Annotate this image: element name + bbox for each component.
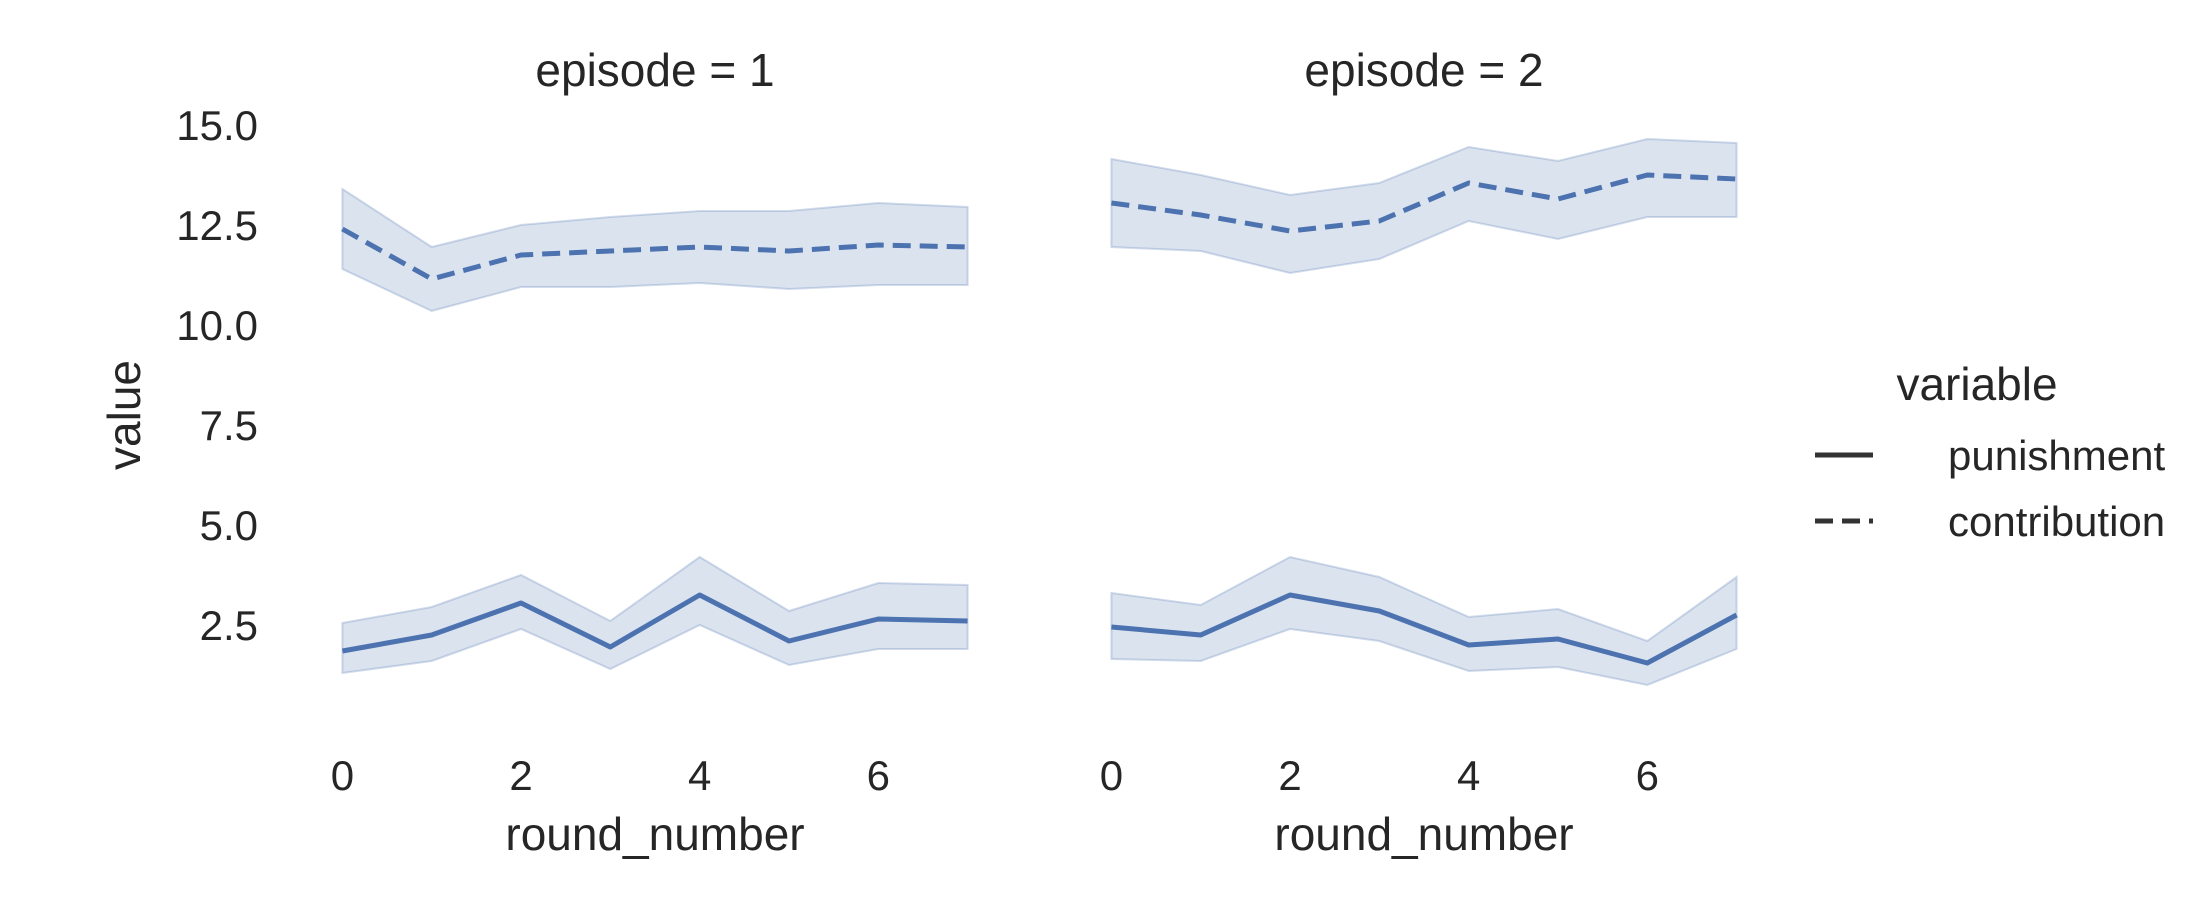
y-axis-label: value xyxy=(98,360,150,470)
facet-title: episode = 2 xyxy=(1304,44,1543,96)
y-axis: 2.5 5.0 7.5 10.0 12.5 15.0 xyxy=(176,102,258,649)
series-line-punishment xyxy=(341,592,968,654)
facet-1: episode = 1 0 2 4 6 round_number xyxy=(331,44,969,860)
facet-title: episode = 1 xyxy=(535,44,774,96)
x-tick-label: 2 xyxy=(1278,752,1301,799)
x-tick-label: 0 xyxy=(1100,752,1123,799)
legend: variable punishment contribution xyxy=(1815,358,2165,545)
series-line-contribution xyxy=(341,226,968,282)
x-tick-label: 6 xyxy=(867,752,890,799)
x-tick-label: 4 xyxy=(688,752,711,799)
ci-band-punishment xyxy=(1110,555,1738,687)
y-tick-label: 10.0 xyxy=(176,302,258,349)
x-axis-label: round_number xyxy=(1274,808,1573,860)
ci-band-contribution xyxy=(1110,137,1738,275)
series-line-punishment xyxy=(1111,592,1738,666)
y-tick-label: 15.0 xyxy=(176,102,258,149)
y-tick-label: 5.0 xyxy=(200,502,258,549)
x-tick-label: 0 xyxy=(331,752,354,799)
y-tick-label: 2.5 xyxy=(200,602,258,649)
ci-band-punishment xyxy=(341,555,969,675)
x-tick-label: 6 xyxy=(1636,752,1659,799)
legend-item-punishment: punishment xyxy=(1815,432,2165,479)
x-tick-label: 2 xyxy=(509,752,532,799)
legend-label: contribution xyxy=(1948,498,2165,545)
x-axis-label: round_number xyxy=(505,808,804,860)
x-tick-label: 4 xyxy=(1457,752,1480,799)
y-tick-label: 7.5 xyxy=(200,402,258,449)
facet-2: episode = 2 0 2 4 6 round_number xyxy=(1100,44,1738,860)
legend-items: punishment contribution xyxy=(1815,432,2165,545)
legend-label: punishment xyxy=(1948,432,2165,479)
legend-title: variable xyxy=(1896,358,2057,410)
y-tick-label: 12.5 xyxy=(176,202,258,249)
facets: episode = 1 0 2 4 6 round_number episode = 2 0 2… xyxy=(331,44,1738,860)
legend-item-contribution: contribution xyxy=(1815,498,2165,545)
